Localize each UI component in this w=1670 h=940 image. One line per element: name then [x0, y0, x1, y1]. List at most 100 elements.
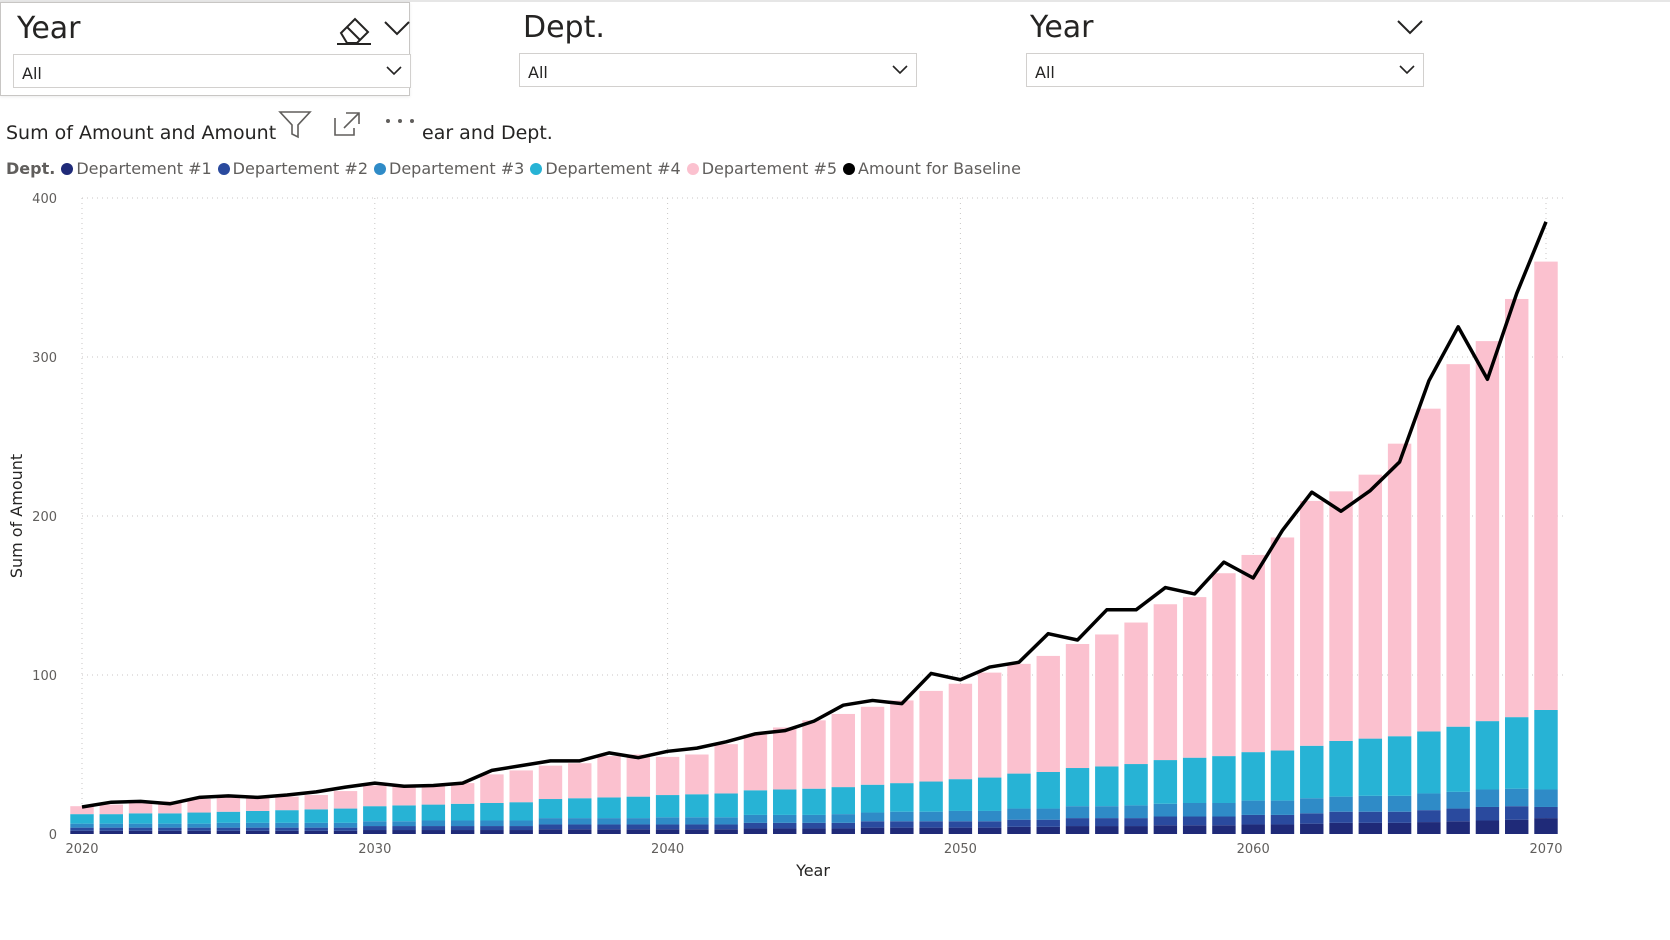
chart-title: Sum of Amount and Amount f — [6, 122, 289, 144]
bar-segment — [392, 786, 416, 806]
legend-label: Departement #3 — [389, 159, 525, 178]
more-options-icon[interactable] — [383, 116, 417, 126]
bar-segment — [1182, 802, 1207, 817]
eraser-icon[interactable] — [335, 13, 373, 47]
x-tick-label: 2060 — [1237, 842, 1270, 857]
dept-dropdown[interactable]: All — [519, 53, 917, 87]
bar-segment — [275, 827, 299, 831]
year-slicer[interactable]: Year All — [0, 2, 411, 96]
bar-segment — [1534, 261, 1558, 710]
bar-segment — [187, 827, 211, 831]
bar-segment — [216, 822, 241, 828]
bar-segment — [392, 826, 416, 831]
y-tick-label: 400 — [32, 192, 57, 207]
bar-segment — [538, 799, 563, 819]
bar-segment — [450, 820, 475, 827]
bar-segment — [1153, 825, 1178, 834]
bar-segment — [1387, 811, 1412, 823]
bar-segment — [1036, 819, 1060, 827]
legend-title: Dept. — [6, 159, 56, 178]
bar-segment — [1329, 811, 1353, 823]
year-slicer-2[interactable]: Year All — [1014, 2, 1424, 96]
bar-segment — [363, 785, 387, 807]
bar-segment — [890, 827, 914, 834]
bar-segment — [1505, 806, 1529, 820]
bar-segment — [509, 802, 533, 821]
bar-segment — [860, 812, 885, 822]
chevron-down-icon[interactable] — [1396, 18, 1424, 36]
bar-segment — [860, 784, 885, 813]
bar-segment — [1505, 298, 1529, 718]
x-tick-label: 2070 — [1529, 842, 1562, 857]
bar-segment — [421, 830, 446, 834]
bar-segment — [773, 814, 797, 823]
bar-segment — [1270, 800, 1295, 815]
bar-segment — [597, 756, 621, 798]
legend-item[interactable]: Amount for Baseline — [843, 159, 1021, 178]
bar-segment — [626, 829, 651, 834]
bar-segment — [245, 810, 270, 823]
dept-slicer[interactable]: Dept. All — [507, 2, 917, 96]
bar-segment — [1300, 500, 1324, 746]
bar-segment — [948, 821, 973, 828]
dept-slicer-title: Dept. — [523, 10, 605, 45]
bar-segment — [685, 754, 709, 795]
bar-segment — [568, 798, 592, 819]
bar-segment — [538, 824, 563, 830]
bar-segment — [714, 829, 738, 834]
bar-segment — [99, 830, 123, 834]
filter-icon[interactable] — [278, 110, 312, 140]
bar-segment — [597, 829, 621, 834]
bar-segment — [363, 821, 387, 827]
legend-label: Departement #4 — [545, 159, 681, 178]
bar-segment — [275, 830, 299, 834]
bar-segment — [626, 754, 651, 797]
legend-item[interactable]: Departement #1 — [61, 159, 212, 178]
bar-segment — [99, 804, 123, 815]
year-2-dropdown[interactable]: All — [1026, 53, 1424, 87]
bar-segment — [1358, 474, 1383, 739]
bar-segment — [304, 830, 328, 834]
bar-segment — [1534, 709, 1558, 790]
bar-segment — [158, 813, 182, 824]
legend-marker — [61, 162, 74, 175]
bar-segment — [158, 830, 182, 834]
bar-segment — [275, 810, 299, 823]
bar-segment — [655, 756, 680, 796]
focus-mode-icon[interactable] — [332, 110, 362, 138]
bar-segment — [333, 822, 358, 828]
legend-item[interactable]: Departement #3 — [374, 159, 524, 178]
bar-segment — [626, 796, 651, 819]
legend-item[interactable]: Departement #4 — [530, 159, 681, 178]
bar-segment — [70, 814, 94, 824]
year-2-dropdown-value: All — [1035, 63, 1055, 82]
bar-segment — [1387, 736, 1412, 796]
bar-segment — [1182, 757, 1207, 803]
bar-segment — [1036, 808, 1060, 820]
bar-segment — [1475, 341, 1500, 722]
bar-segment — [655, 795, 680, 818]
bar-segment — [304, 822, 328, 828]
bar-segment — [1300, 798, 1324, 814]
legend-item[interactable]: Departement #5 — [686, 159, 838, 178]
bar-segment — [1358, 811, 1383, 823]
bar-segment — [509, 826, 533, 831]
legend-label: Departement #5 — [701, 159, 838, 178]
year-dropdown[interactable]: All — [13, 54, 411, 88]
legend-item[interactable]: Departement #2 — [217, 159, 368, 178]
bar-segment — [1065, 768, 1090, 807]
bar-segment — [860, 706, 885, 785]
bar-segment — [890, 700, 914, 784]
bar-segment — [245, 822, 270, 828]
bar-segment — [977, 672, 1002, 778]
bar-segment — [128, 813, 153, 824]
bar-segment — [216, 797, 241, 812]
bar-segment — [1095, 806, 1119, 819]
bar-segment — [1475, 789, 1500, 807]
bar-segment — [70, 827, 94, 831]
bar-segment — [421, 820, 446, 827]
bar-segment — [1534, 806, 1558, 819]
chevron-down-icon[interactable] — [383, 19, 411, 37]
bar-segment — [802, 788, 826, 815]
bar-segment — [363, 826, 387, 831]
